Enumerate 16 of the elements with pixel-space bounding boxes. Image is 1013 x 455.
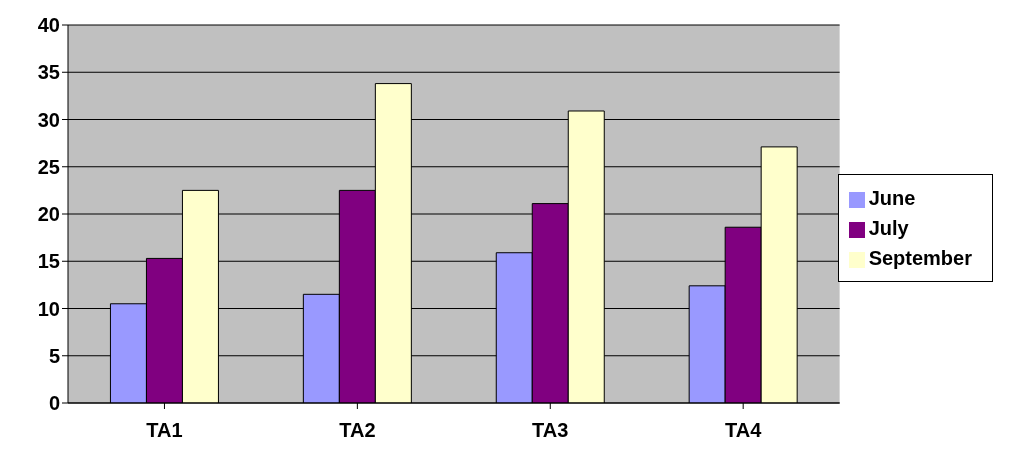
x-tick-label: TA4 [725, 419, 763, 442]
y-tick-label: 10 [37, 297, 60, 320]
legend-label: September [868, 246, 972, 269]
y-tick-label: 5 [48, 344, 60, 367]
x-tick-label: TA3 [532, 419, 569, 442]
y-tick-label: 0 [48, 392, 60, 415]
x-tick-label: TA2 [339, 419, 376, 442]
legend-label: June [868, 186, 916, 209]
y-tick-label: 40 [37, 14, 60, 37]
y-tick-label: 30 [37, 108, 60, 131]
y-tick-label: 35 [37, 61, 60, 84]
y-tick-label: 20 [37, 203, 60, 226]
y-tick-label: 15 [37, 250, 60, 273]
x-tick-label: TA1 [146, 419, 183, 442]
y-tick-label: 25 [37, 155, 60, 178]
legend-label: July [868, 216, 909, 239]
